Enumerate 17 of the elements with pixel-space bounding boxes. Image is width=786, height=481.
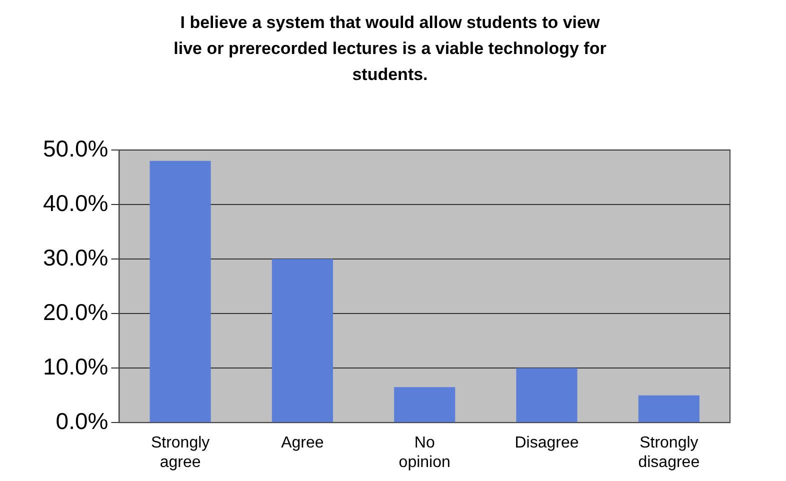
y-tick-label: 10.0%: [42, 353, 108, 380]
x-tick-label: Strongly agree: [150, 434, 210, 471]
bar: [150, 160, 211, 422]
chart-title: I believe a system that would allow students to view live or prerecorded lectures is a viable technology for students.: [172, 12, 608, 86]
y-tick-label: 0.0%: [56, 408, 108, 434]
bar: [272, 259, 333, 422]
y-tick-label: 20.0%: [42, 298, 108, 325]
y-tick-label: 50.0%: [42, 135, 108, 162]
y-tick-label: 30.0%: [42, 244, 108, 270]
bar: [638, 395, 700, 422]
x-tick-label: No opinion: [398, 434, 450, 471]
bar: [516, 368, 578, 422]
bar: [394, 387, 456, 422]
y-tick-label: 40.0%: [42, 190, 108, 216]
x-tick-label: Strongly disagree: [638, 434, 700, 471]
x-tick-label: Disagree: [514, 434, 579, 452]
x-tick-label: Agree: [281, 434, 324, 452]
